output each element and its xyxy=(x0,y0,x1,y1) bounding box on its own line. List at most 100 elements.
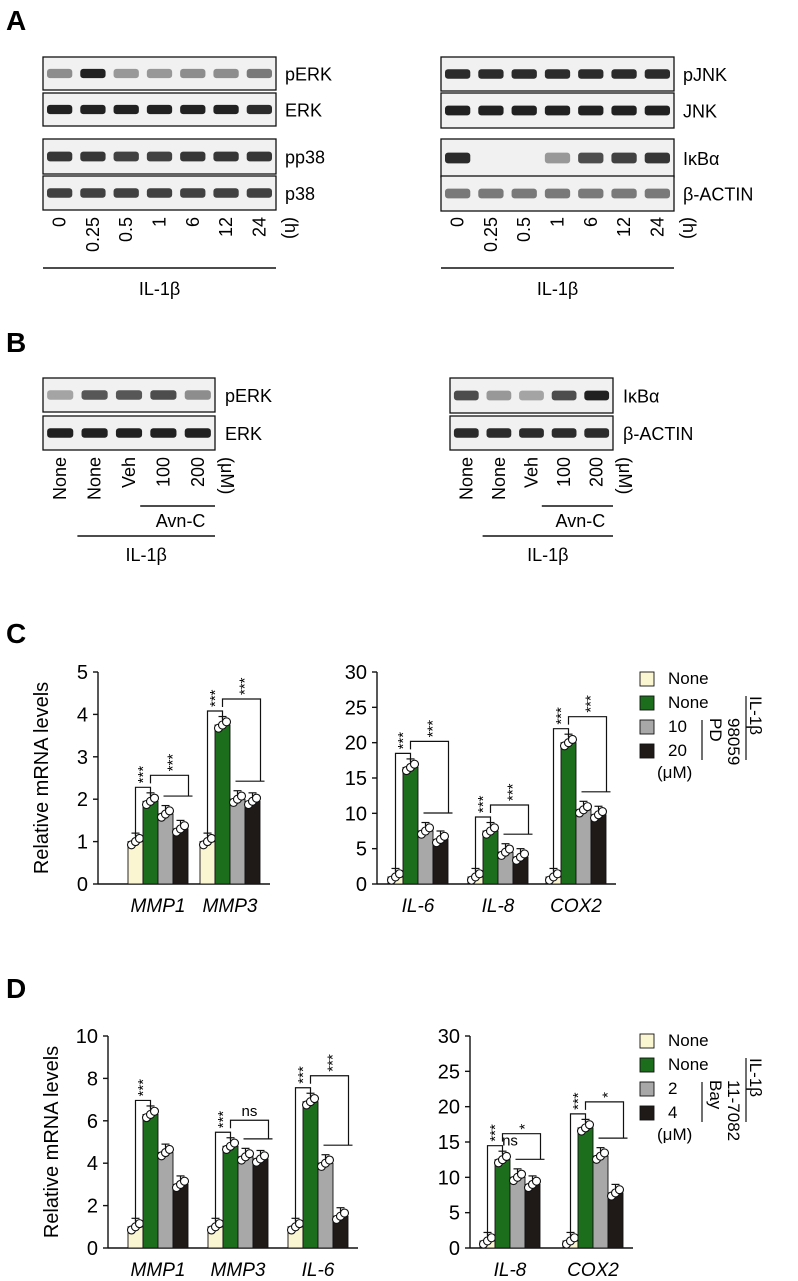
sig-label: ns xyxy=(502,1133,518,1150)
sig-label: * xyxy=(517,1124,534,1130)
data-point xyxy=(614,1185,625,1195)
band xyxy=(246,104,273,115)
band xyxy=(611,69,637,79)
bar xyxy=(244,800,261,885)
chart-c-left: 0 1 2 3 4 5 Relative mRNA levels MMP1 *** *** MMP3… xyxy=(31,662,270,917)
unit-label: (μM) xyxy=(217,457,237,494)
data-point xyxy=(552,869,563,879)
band xyxy=(213,104,239,115)
bar xyxy=(590,814,607,885)
data-point xyxy=(567,734,578,745)
bar xyxy=(142,1113,159,1249)
sig-bracket xyxy=(214,1131,232,1221)
lane-label: None xyxy=(85,457,105,500)
data-point xyxy=(164,1144,175,1154)
y-axis-label: Relative mRNA levels xyxy=(31,682,53,874)
data-point xyxy=(569,1233,580,1243)
y-tick-label: 0 xyxy=(449,1238,460,1260)
band xyxy=(644,105,671,116)
panel-letter-c: C xyxy=(6,618,26,649)
data-point xyxy=(424,823,435,833)
sig-label: *** xyxy=(487,1124,504,1142)
bar xyxy=(494,1159,511,1249)
band xyxy=(544,188,571,199)
band xyxy=(146,151,173,162)
blot-a-left-3 xyxy=(42,175,277,211)
bar xyxy=(214,724,231,885)
band xyxy=(644,188,671,199)
data-point xyxy=(164,806,175,816)
timepoint-label: 0.5 xyxy=(116,217,136,242)
y-tick-label: 6 xyxy=(87,1111,98,1133)
bar xyxy=(157,813,174,885)
timepoint-label: 0 xyxy=(448,217,468,227)
band xyxy=(519,428,544,438)
sig-label: *** xyxy=(165,754,182,772)
category-label: IL-8 xyxy=(482,896,515,917)
timepoint-label: 6 xyxy=(581,217,601,227)
y-tick-label: 1 xyxy=(77,832,88,854)
data-point xyxy=(474,869,485,879)
sig-label: *** xyxy=(570,1092,587,1110)
bar xyxy=(524,1183,541,1249)
data-point xyxy=(221,717,232,727)
timepoint-label: 6 xyxy=(183,217,203,227)
band xyxy=(544,105,571,116)
legend-unit: (μM) xyxy=(657,763,692,782)
timepoint-label: 12 xyxy=(614,217,634,237)
data-point xyxy=(309,1093,320,1104)
blot-b-right-1 xyxy=(449,415,614,451)
sig-label: *** xyxy=(135,1079,152,1097)
band xyxy=(584,390,610,401)
lane-label: 100 xyxy=(554,457,574,487)
sig-label: * xyxy=(600,1092,617,1098)
band xyxy=(46,68,73,79)
sig-bracket xyxy=(149,774,190,797)
chart-d-left: 0 2 4 6 8 10 Relative mRNA levels MMP1 *** MMP3 **… xyxy=(41,1026,358,1281)
sig-label: *** xyxy=(395,732,412,750)
y-tick-label: 0 xyxy=(356,874,367,896)
band xyxy=(578,105,604,116)
lane-label: 200 xyxy=(587,457,607,487)
bar xyxy=(560,742,577,885)
band xyxy=(246,188,273,198)
bar xyxy=(607,1192,624,1249)
band xyxy=(511,69,537,79)
data-point xyxy=(582,802,593,812)
sig-bracket xyxy=(309,1075,350,1146)
band xyxy=(113,68,139,79)
row-label-right: β-ACTIN xyxy=(683,185,753,205)
band xyxy=(453,428,479,438)
band xyxy=(478,69,504,79)
legend-swatch xyxy=(639,743,655,759)
legend-drug-label: PD xyxy=(706,718,725,742)
blot-b-right-0 xyxy=(449,377,614,414)
band xyxy=(146,104,173,115)
lane-label: Veh xyxy=(119,457,139,488)
timepoint-label: 1 xyxy=(548,217,568,227)
data-point xyxy=(259,1151,270,1161)
sig-bracket xyxy=(552,728,570,871)
y-tick-label: 5 xyxy=(77,662,88,684)
band xyxy=(150,390,177,400)
band xyxy=(444,188,471,199)
data-point xyxy=(294,1219,305,1229)
blot-a-left-1 xyxy=(42,92,277,127)
y-tick-label: 25 xyxy=(438,1061,460,1083)
legend-label: 20 xyxy=(668,741,687,760)
timepoint-label: 0.25 xyxy=(83,217,103,252)
row-label-right: pJNK xyxy=(683,65,727,85)
unit-label: (μM) xyxy=(615,457,635,494)
band xyxy=(146,68,173,79)
bar xyxy=(252,1158,269,1249)
blot-b-left-1 xyxy=(42,415,216,451)
band xyxy=(486,390,512,401)
bar xyxy=(229,798,246,885)
row-label-p38: p38 xyxy=(285,184,315,204)
band xyxy=(184,390,211,400)
timepoint-label: 0.25 xyxy=(481,217,501,252)
band xyxy=(81,428,108,438)
y-tick-label: 4 xyxy=(77,704,88,726)
unit-label: (h) xyxy=(281,217,301,239)
sig-bracket xyxy=(134,786,152,836)
